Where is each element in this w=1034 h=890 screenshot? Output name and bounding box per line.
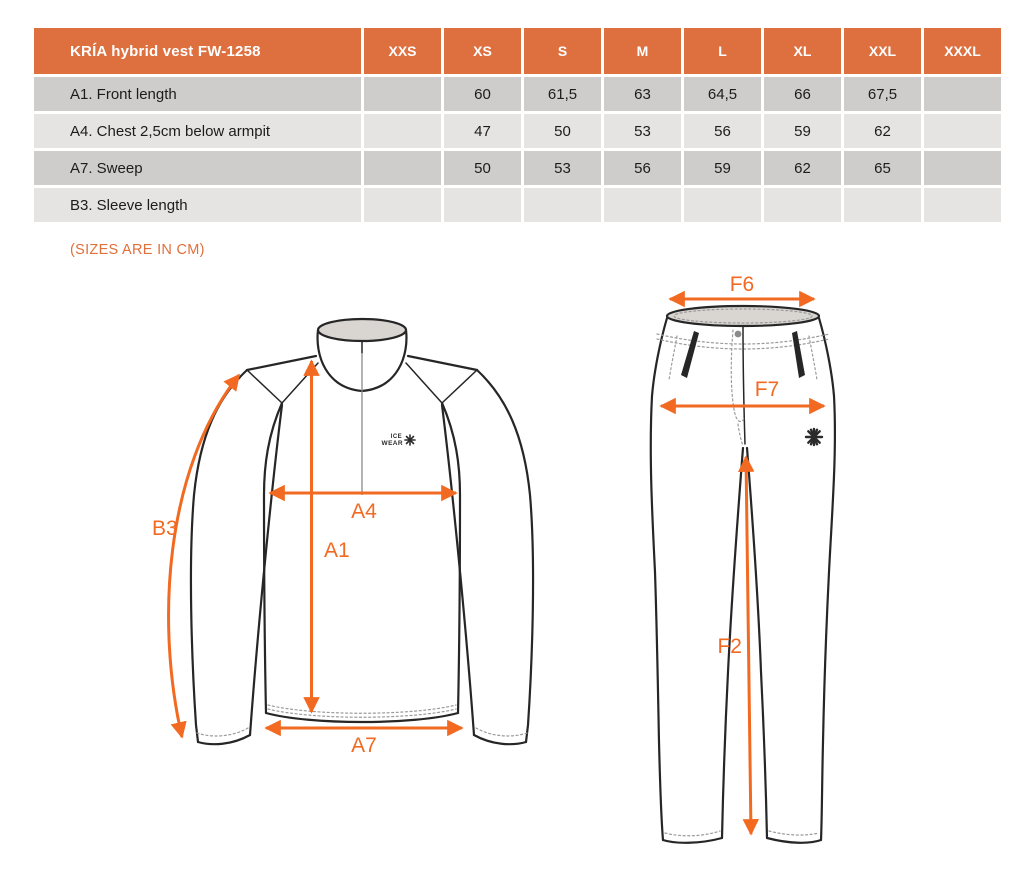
col-header-s: S (524, 28, 601, 74)
col-header-xs: XS (444, 28, 521, 74)
size-cell: 47 (444, 114, 521, 148)
size-cell (364, 77, 441, 111)
vest-diagram: ICE WEAR B3 A1 A4 A7 (152, 317, 535, 757)
arrow-b3 (167, 373, 241, 739)
label-a7: A7 (351, 734, 377, 757)
vest-measure-arrows (167, 359, 464, 739)
size-cell (364, 114, 441, 148)
size-cell: 59 (764, 114, 841, 148)
size-cell (764, 188, 841, 222)
pants-measure-arrows (659, 290, 826, 836)
col-header-l: L (684, 28, 761, 74)
size-cell: 63 (604, 77, 681, 111)
vest-sleeve-left (189, 368, 284, 746)
size-cell: 60 (444, 77, 521, 111)
col-header-xxxl: XXXL (924, 28, 1001, 74)
vest-collar (316, 317, 408, 495)
size-cell (924, 114, 1001, 148)
size-table: KRÍA hybrid vest FW-1258 XXS XS S M L XL… (34, 28, 1001, 222)
size-cell (364, 151, 441, 185)
snowflake-icon (404, 434, 416, 446)
waist-button (734, 330, 742, 338)
size-cell: 53 (524, 151, 601, 185)
pants-legs (649, 316, 837, 844)
size-cell: 53 (604, 114, 681, 148)
label-f7: F7 (755, 378, 780, 401)
size-cell: 61,5 (524, 77, 601, 111)
size-cell (364, 188, 441, 222)
label-f2: F2 (717, 635, 742, 658)
pants-diagram: F6 F7 F2 (649, 273, 837, 844)
col-header-m: M (604, 28, 681, 74)
svg-text:ICE: ICE (391, 434, 402, 440)
size-cell (844, 188, 921, 222)
icewear-logo: ICE WEAR (382, 434, 416, 447)
snowflake-icon (804, 427, 824, 447)
svg-text:WEAR: WEAR (382, 440, 403, 447)
size-cell: 66 (764, 77, 841, 111)
size-cell: 62 (764, 151, 841, 185)
size-cell (684, 188, 761, 222)
pants-pockets (668, 331, 818, 381)
size-cell (524, 188, 601, 222)
size-cell (444, 188, 521, 222)
col-header-xl: XL (764, 28, 841, 74)
row-label-a4: A4. Chest 2,5cm below armpit (34, 114, 361, 148)
arrow-f2 (737, 455, 760, 836)
sizes-unit-note: (SIZES ARE IN CM) (70, 242, 205, 258)
col-header-xxs: XXS (364, 28, 441, 74)
size-cell: 50 (524, 114, 601, 148)
size-cell (924, 151, 1001, 185)
size-cell: 64,5 (684, 77, 761, 111)
row-label-b3: B3. Sleeve length (34, 188, 361, 222)
size-cell: 67,5 (844, 77, 921, 111)
label-a1: A1 (324, 539, 350, 562)
size-cell (604, 188, 681, 222)
size-cell: 56 (684, 114, 761, 148)
size-cell (924, 77, 1001, 111)
size-cell: 62 (844, 114, 921, 148)
row-label-a1: A1. Front length (34, 77, 361, 111)
row-label-a7: A7. Sweep (34, 151, 361, 185)
label-a4: A4 (351, 500, 377, 523)
vest-sleeve-right (440, 368, 535, 746)
label-f6: F6 (730, 273, 755, 296)
table-title: KRÍA hybrid vest FW-1258 (34, 28, 361, 74)
size-cell: 59 (684, 151, 761, 185)
size-cell (924, 188, 1001, 222)
size-cell: 56 (604, 151, 681, 185)
size-cell: 50 (444, 151, 521, 185)
col-header-xxl: XXL (844, 28, 921, 74)
label-b3: B3 (152, 517, 178, 540)
pants-fly (730, 325, 746, 447)
size-cell: 65 (844, 151, 921, 185)
